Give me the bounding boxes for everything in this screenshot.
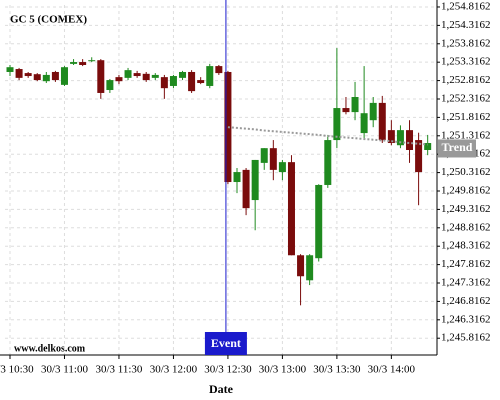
x-tick-label: 30/3 12:30 xyxy=(204,364,252,376)
candle-body xyxy=(97,60,105,93)
candle-body xyxy=(24,73,32,77)
trend-label-box xyxy=(438,139,476,158)
candle-body xyxy=(342,108,350,113)
candle-body xyxy=(215,66,223,74)
candle-body xyxy=(51,71,59,81)
candle-body xyxy=(106,80,114,91)
candle-body xyxy=(297,255,305,277)
candle-body xyxy=(242,169,250,209)
watermark: www.delkos.com xyxy=(14,343,86,354)
candle-body xyxy=(142,73,150,81)
x-axis-label: Date xyxy=(209,382,234,396)
candle-body xyxy=(260,148,268,163)
trend-line xyxy=(227,126,428,146)
candle-body xyxy=(197,80,205,84)
candle-body xyxy=(6,67,14,72)
candle-body xyxy=(160,77,168,89)
candle-body xyxy=(151,74,159,78)
candle-body xyxy=(396,130,404,146)
candle-body xyxy=(424,143,432,151)
y-tick-label: 1,249.3162 xyxy=(441,203,491,215)
grid-layer xyxy=(5,5,437,355)
candle-body xyxy=(315,184,323,259)
event-label-box xyxy=(204,332,247,355)
candle-body xyxy=(269,148,277,170)
candle-body xyxy=(406,130,414,151)
candle-body xyxy=(206,66,214,86)
candle-body xyxy=(251,159,259,201)
y-tick-label: 1,246.3162 xyxy=(441,313,491,325)
y-tick-label: 1,252.3162 xyxy=(441,93,491,105)
candle-body xyxy=(60,67,68,85)
candle-body xyxy=(33,74,41,81)
y-tick-label: 1,254.3162 xyxy=(441,19,491,31)
candle-body xyxy=(378,102,386,141)
x-tick-label: 30/3 10:30 xyxy=(0,364,34,376)
candle-body xyxy=(79,62,87,65)
candle-body xyxy=(306,255,314,281)
candle-body xyxy=(333,108,341,141)
candle-body xyxy=(188,71,196,92)
candle-body xyxy=(224,71,232,183)
candle-body xyxy=(42,74,50,82)
candle-body xyxy=(179,71,187,78)
y-tick-label: 1,245.8162 xyxy=(441,332,491,344)
y-tick-label: 1,250.3162 xyxy=(441,166,491,178)
y-tick-label: 1,253.3162 xyxy=(441,56,491,68)
candle-body xyxy=(287,162,295,256)
candle-body xyxy=(70,62,78,64)
candle-body xyxy=(415,140,423,173)
y-tick-label: 1,248.3162 xyxy=(441,240,491,252)
x-tick-label: 30/3 14:00 xyxy=(368,364,416,376)
chart-title: GC 5 (COMEX) xyxy=(10,14,87,26)
candle-body xyxy=(351,97,359,113)
candle-body xyxy=(369,102,377,121)
candle-body xyxy=(387,130,395,144)
x-tick-label: 30/3 13:30 xyxy=(313,364,361,376)
candle-body xyxy=(133,73,141,77)
x-tick-label: 30/3 12:00 xyxy=(150,364,198,376)
event-label: Event xyxy=(211,336,241,350)
candle-body xyxy=(115,77,123,82)
y-tick-label: 1,252.8162 xyxy=(441,74,491,86)
y-tick-label: 1,249.8162 xyxy=(441,185,491,197)
candle-body xyxy=(278,162,286,173)
y-tick-label: 1,254.8162 xyxy=(441,1,491,13)
y-tick-label: 1,248.8162 xyxy=(441,221,491,233)
candle-body xyxy=(88,60,96,62)
y-tick-label: 1,246.8162 xyxy=(441,295,491,307)
trend-label: Trend xyxy=(442,140,473,154)
y-tick-label: 1,247.3162 xyxy=(441,277,491,289)
x-tick-label: 30/3 11:00 xyxy=(41,364,88,376)
y-tick-label: 1,251.8162 xyxy=(441,111,491,123)
candle-body xyxy=(360,113,368,134)
y-tick-label: 1,251.3162 xyxy=(441,129,491,141)
x-tick-label: 30/3 11:30 xyxy=(95,364,142,376)
candle-body xyxy=(15,69,23,78)
candle-body xyxy=(324,140,332,185)
candle-body xyxy=(169,76,177,86)
candle-body xyxy=(233,172,241,183)
y-tick-label: 1,247.8162 xyxy=(441,258,491,270)
candle-body xyxy=(124,70,132,78)
x-tick-label: 30/3 13:00 xyxy=(259,364,307,376)
y-tick-label: 1,253.8162 xyxy=(441,37,491,49)
